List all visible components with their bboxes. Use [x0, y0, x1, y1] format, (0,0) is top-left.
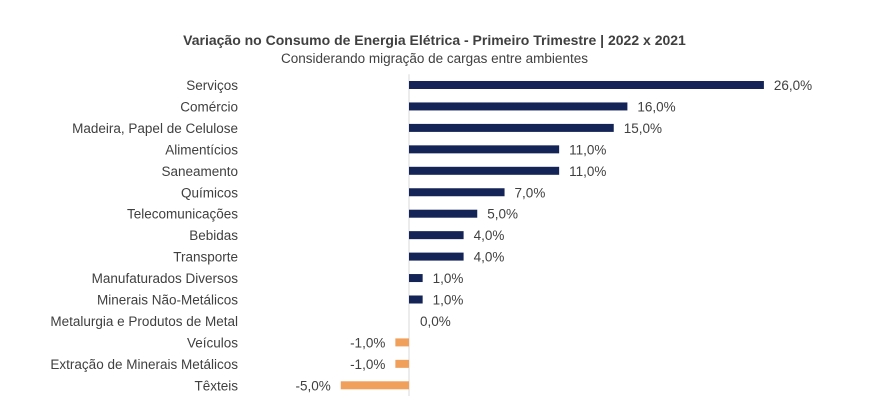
chart-title: Variação no Consumo de Energia Elétrica … [183, 32, 686, 48]
data-label: 15,0% [624, 121, 662, 136]
bar [340, 381, 409, 390]
bar [409, 166, 560, 175]
category-label: Telecomunicações [127, 207, 238, 222]
bar [409, 188, 505, 197]
category-label: Têxteis [194, 378, 238, 393]
bar [409, 145, 560, 154]
data-label: -1,0% [350, 357, 385, 372]
category-label: Alimentícios [165, 142, 238, 157]
bar [409, 274, 423, 283]
category-label: Comércio [180, 99, 238, 114]
bar [409, 81, 764, 89]
data-label: 0,0% [420, 314, 451, 329]
category-label: Bebidas [189, 228, 238, 243]
data-label: 7,0% [515, 185, 546, 200]
bar [409, 209, 478, 218]
data-label: 4,0% [474, 250, 505, 265]
data-label: 11,0% [569, 164, 606, 179]
category-label: Metalurgia e Produtos de Metal [50, 314, 238, 329]
category-label: Transporte [173, 250, 238, 265]
chart-subtitle: Considerando migração de cargas entre am… [281, 51, 588, 66]
data-label: 5,0% [487, 207, 518, 222]
data-label: 16,0% [637, 99, 675, 114]
category-label: Serviços [186, 78, 238, 93]
bar [395, 338, 409, 347]
bar [409, 231, 464, 240]
category-label: Madeira, Papel de Celulose [72, 121, 238, 136]
data-label: 1,0% [433, 293, 464, 308]
bar [409, 123, 614, 132]
bar [409, 102, 628, 111]
data-label: 1,0% [433, 271, 464, 286]
category-label: Químicos [181, 185, 238, 200]
data-label: 26,0% [774, 78, 812, 93]
data-label: -1,0% [350, 335, 385, 350]
category-label: Minerais Não-Metálicos [97, 293, 238, 308]
category-label: Extração de Minerais Metálicos [50, 357, 238, 372]
data-label: -5,0% [295, 378, 330, 393]
data-label: 4,0% [474, 228, 505, 243]
data-label: 11,0% [569, 142, 606, 157]
category-label: Veículos [187, 335, 238, 350]
bar [409, 252, 464, 261]
bar [409, 295, 423, 304]
bar [395, 359, 409, 368]
category-label: Saneamento [161, 164, 238, 179]
category-label: Manufaturados Diversos [92, 271, 239, 286]
